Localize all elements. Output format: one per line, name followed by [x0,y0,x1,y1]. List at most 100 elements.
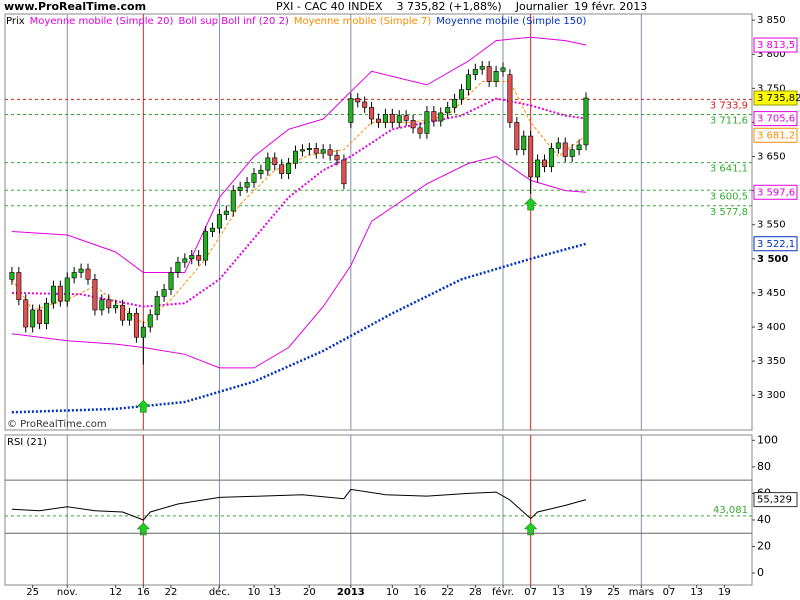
signal-arrow [136,522,151,536]
y-tick-label: 3 500 [757,254,788,265]
y-tick-label: 100 [757,433,778,446]
legend-entry: Prix [6,16,25,27]
candle-body [175,261,181,273]
candle-body [230,190,236,212]
candle-body [348,98,354,123]
candle-body [168,272,174,290]
candle-body [196,255,202,261]
x-tick-label: 07 [663,587,676,598]
x-tick-label: 2013 [337,587,365,598]
candle-body [334,154,340,161]
candle-body [500,67,506,72]
candle-body [341,159,347,185]
candle-body [140,326,146,338]
candle-body [465,74,471,90]
candle-body [576,144,582,151]
candle-body [479,66,485,70]
y-tick-label: 80 [757,460,771,473]
legend-entry: Boll sup Boll inf (20 2) [178,16,288,27]
y-tick-label: 3 300 [757,390,786,401]
signal-arrow [523,197,538,211]
x-tick-label: 07 [524,587,537,598]
x-tick-label: 10 [248,587,261,598]
candle-body [507,74,513,123]
x-tick-label: déc. [209,586,230,598]
candle-body [120,304,126,321]
candle-body [78,268,84,273]
candle-body [223,210,229,215]
level-label: 3 711,6 [710,116,748,127]
level-label: 3 600,5 [710,191,748,202]
candle-body [417,127,423,134]
candle-body [555,142,561,149]
candle-body [583,97,589,146]
candle-body [216,214,222,229]
candle-body [396,115,402,123]
candle-body [23,299,29,328]
bollinger-upper [11,36,587,273]
candle-body [541,159,547,168]
period: Journalier [515,0,569,13]
candle-body [16,272,22,301]
level-label: 3 641,1 [710,164,748,175]
quote: 3 735,82 (+1,88%) [397,0,502,13]
candle-body [548,148,554,168]
candle-body [286,163,292,174]
x-tick-label: 13 [690,587,703,598]
candle-body [362,101,368,108]
candle-body [424,111,430,134]
candle-body [99,299,105,311]
candle-body [486,66,492,82]
y-tick-label: 3 450 [757,288,786,299]
x-tick-label: 10 [386,587,399,598]
candle-body [313,148,319,154]
x-tick-label: 28 [469,587,482,598]
candle-body [237,186,243,191]
candle-body [161,289,167,297]
candle-body [147,314,153,328]
y-tick-label: 0 [757,566,764,579]
candle-body [244,182,250,188]
moving-average [11,242,587,414]
value-box-label: 3 735,82 [757,93,800,104]
candle-body [514,122,520,151]
x-tick-label: 13 [552,587,565,598]
candle-body [369,107,375,120]
legend-entry: Moyenne mobile (Simple 150) [436,16,586,27]
value-box-label: 3 681,2 [757,130,795,141]
candle-body [355,98,361,103]
candle-body [472,68,478,75]
value-box [753,492,798,508]
x-tick-label: 22 [165,587,178,598]
bollinger-lower [11,155,587,369]
y-tick-label: 3 650 [757,152,786,163]
legend-entry: Moyenne mobile (Simple 7) [294,16,432,27]
date: 19 févr. 2013 [574,0,647,13]
y-tick-label: 3 400 [757,322,786,333]
x-tick-label: nov. [57,587,78,598]
candle-body [133,313,139,338]
candle-body [92,278,98,311]
y-tick-label: 3 750 [757,83,786,94]
price-panel [4,13,753,431]
candle-body [182,258,188,263]
y-tick-label: 20 [757,540,771,553]
value-box [753,37,798,53]
rsi-line [11,488,587,521]
candle-body [127,313,133,321]
candle-body [9,272,15,280]
level-label: 3 733,9 [710,100,748,111]
candle-body [43,302,49,324]
candle-body [37,309,43,324]
candle-body [431,111,437,122]
value-box-label: 3 813,5 [757,40,795,51]
candle-body [64,277,70,302]
candle-body [265,157,271,171]
x-tick-label: 19 [718,587,731,598]
symbol: PXI - CAC 40 INDEX [276,0,383,13]
level-label: 43,081 [713,505,748,516]
y-tick-label: 40 [757,513,771,526]
level-label: 3 577,8 [710,207,748,218]
candle-body [320,149,326,154]
